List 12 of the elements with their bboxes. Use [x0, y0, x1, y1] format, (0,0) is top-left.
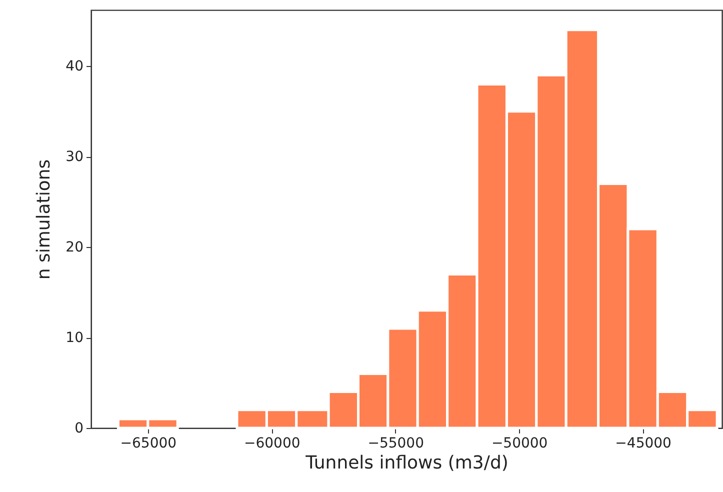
x-tick-label: −50000 [491, 436, 548, 452]
x-axis-title: Tunnels inflows (m3/d) [304, 452, 508, 474]
x-tick-label: −60000 [244, 436, 300, 452]
y-tick-label: 30 [66, 149, 84, 166]
y-tick-label: 0 [74, 420, 84, 436]
y-tick-label: 20 [66, 240, 84, 256]
y-tick-label: 40 [66, 58, 84, 75]
y-tick-label: 10 [66, 330, 84, 346]
y-axis-title: n simulations [34, 159, 55, 280]
x-tick-label: −65000 [120, 436, 177, 452]
x-tick-label: −45000 [615, 436, 672, 452]
x-tick-label: −55000 [368, 436, 424, 452]
